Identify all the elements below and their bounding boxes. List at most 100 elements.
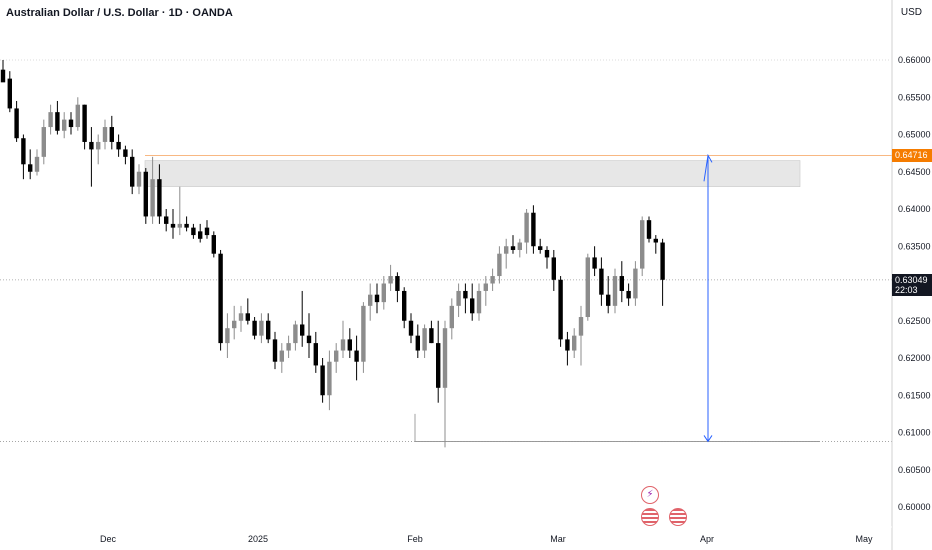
candle-body[interactable]: [463, 290, 468, 299]
candle-body[interactable]: [334, 350, 339, 362]
candle-body[interactable]: [361, 305, 366, 362]
candle-body[interactable]: [429, 328, 434, 344]
candle-body[interactable]: [408, 320, 414, 336]
candle-body[interactable]: [116, 141, 121, 150]
candle-body[interactable]: [510, 246, 516, 250]
candle-body[interactable]: [21, 138, 26, 165]
candle-body[interactable]: [177, 223, 182, 228]
candle-body[interactable]: [531, 212, 536, 247]
candle-body[interactable]: [89, 141, 94, 150]
candle-body[interactable]: [640, 220, 645, 269]
candle-body[interactable]: [436, 343, 441, 388]
candle-body[interactable]: [544, 249, 550, 258]
candle-body[interactable]: [578, 317, 584, 336]
candle-body[interactable]: [7, 78, 12, 109]
candle-body[interactable]: [504, 246, 509, 254]
candle-body[interactable]: [619, 276, 624, 291]
candle-body[interactable]: [48, 112, 53, 128]
candle-body[interactable]: [565, 339, 570, 351]
candle-body[interactable]: [130, 156, 135, 187]
candle-body[interactable]: [306, 335, 312, 344]
candle-body[interactable]: [381, 283, 386, 303]
candle-body[interactable]: [402, 290, 407, 321]
candle-body[interactable]: [653, 238, 658, 243]
candle-body[interactable]: [633, 268, 638, 299]
us-flag-event-icon-1[interactable]: [641, 508, 659, 526]
candle-body[interactable]: [286, 343, 291, 351]
candle-body[interactable]: [252, 320, 257, 336]
candle-body[interactable]: [388, 276, 393, 284]
projection-arrow[interactable]: [703, 153, 713, 443]
candle-body[interactable]: [82, 104, 87, 142]
candle-body[interactable]: [646, 220, 652, 239]
candle-body[interactable]: [422, 328, 427, 351]
candle-body[interactable]: [75, 104, 80, 128]
candle-body[interactable]: [374, 294, 380, 303]
candle-body[interactable]: [123, 149, 128, 157]
candle-body[interactable]: [470, 298, 475, 314]
candle-body[interactable]: [327, 361, 332, 396]
candle-body[interactable]: [300, 324, 305, 336]
candle-body[interactable]: [238, 313, 244, 321]
candle-body[interactable]: [368, 294, 373, 306]
candle-body[interactable]: [585, 257, 590, 318]
candle-body[interactable]: [102, 127, 108, 142]
candle-body[interactable]: [62, 119, 67, 131]
candle-body[interactable]: [415, 335, 420, 351]
candle-body[interactable]: [232, 320, 237, 329]
candle-body[interactable]: [293, 324, 298, 344]
candle-body[interactable]: [96, 141, 101, 150]
candle-body[interactable]: [490, 276, 495, 284]
lightning-event-icon[interactable]: ⚡: [641, 486, 659, 504]
candle-body[interactable]: [660, 242, 665, 280]
candle-body[interactable]: [524, 212, 529, 243]
candle-body[interactable]: [28, 164, 33, 172]
candle-body[interactable]: [211, 235, 216, 254]
candle-body[interactable]: [266, 320, 271, 340]
candle-body[interactable]: [55, 112, 60, 131]
candle-body[interactable]: [34, 156, 40, 172]
candle-body[interactable]: [626, 290, 631, 299]
candle-body[interactable]: [218, 253, 223, 344]
currency-label[interactable]: USD: [900, 7, 922, 18]
candle-body[interactable]: [68, 119, 74, 128]
candle-body[interactable]: [354, 350, 359, 362]
candle-body[interactable]: [0, 69, 6, 83]
candle-body[interactable]: [191, 227, 196, 236]
candle-body[interactable]: [456, 290, 461, 306]
candle-body[interactable]: [592, 257, 597, 269]
candle-body[interactable]: [184, 223, 189, 228]
candle-body[interactable]: [41, 127, 46, 157]
candle-body[interactable]: [551, 257, 556, 280]
candle-body[interactable]: [606, 294, 611, 306]
resistance-zone[interactable]: [144, 160, 801, 187]
candle-body[interactable]: [442, 328, 448, 388]
candle-body[interactable]: [483, 283, 488, 291]
candle-body[interactable]: [164, 216, 169, 224]
candle-body[interactable]: [517, 242, 522, 250]
candle-body[interactable]: [320, 365, 325, 396]
candle-body[interactable]: [340, 339, 346, 351]
candle-body[interactable]: [204, 227, 210, 236]
candle-body[interactable]: [198, 231, 203, 239]
candle-body[interactable]: [612, 276, 618, 306]
candle-body[interactable]: [449, 305, 454, 329]
candle-body[interactable]: [136, 171, 142, 187]
candle-body[interactable]: [157, 179, 162, 217]
candle-body[interactable]: [259, 320, 264, 336]
candle-body[interactable]: [538, 246, 543, 250]
candle-body[interactable]: [225, 328, 230, 344]
us-flag-event-icon-2[interactable]: [669, 508, 687, 526]
candle-body[interactable]: [170, 223, 176, 228]
candle-body[interactable]: [497, 253, 502, 277]
candle-body[interactable]: [599, 268, 604, 295]
candle-body[interactable]: [476, 290, 482, 314]
candle-body[interactable]: [313, 343, 318, 366]
candle-body[interactable]: [279, 350, 284, 362]
candle-body[interactable]: [14, 108, 19, 139]
candle-body[interactable]: [572, 335, 577, 351]
candle-body[interactable]: [150, 179, 155, 217]
candle-body[interactable]: [347, 339, 352, 351]
candle-body[interactable]: [143, 171, 148, 217]
